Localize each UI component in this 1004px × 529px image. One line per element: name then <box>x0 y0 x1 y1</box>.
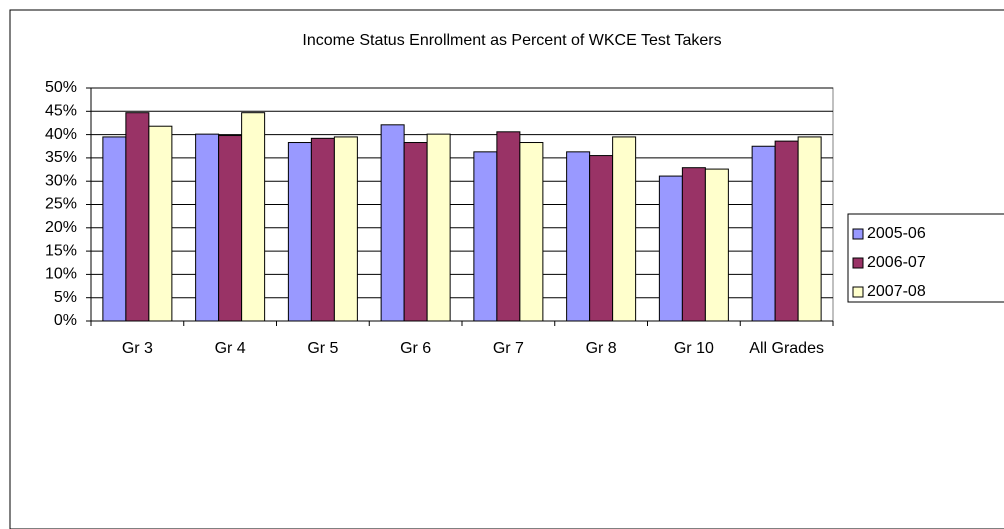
bar <box>241 112 266 322</box>
bar <box>218 135 243 322</box>
y-tick-label: 15% <box>45 242 77 259</box>
legend-label: 2006-07 <box>867 254 926 271</box>
bar <box>102 136 127 322</box>
bar <box>403 142 428 322</box>
bar <box>148 125 173 322</box>
y-tick-label: 50% <box>45 79 77 96</box>
bar <box>797 136 822 322</box>
y-tick-label: 10% <box>45 266 77 283</box>
bar <box>519 142 544 322</box>
legend-label: 2007-08 <box>867 283 926 300</box>
y-tick-label: 45% <box>45 103 77 120</box>
bar <box>751 145 776 322</box>
legend-box <box>847 213 1004 303</box>
bar <box>195 133 220 322</box>
legend-swatch <box>852 257 864 269</box>
legend-label: 2005-06 <box>867 225 926 242</box>
bar <box>496 131 521 322</box>
x-tick-label: Gr 10 <box>673 340 714 357</box>
legend-swatch <box>852 228 864 240</box>
x-tick-label: Gr 7 <box>492 340 524 357</box>
y-tick-label: 20% <box>45 219 77 236</box>
x-tick-label: Gr 5 <box>307 340 339 357</box>
bar <box>426 133 451 322</box>
x-tick-label: All Grades <box>749 340 824 357</box>
bar <box>380 124 405 322</box>
x-tick-label: Gr 3 <box>121 340 153 357</box>
x-tick-label: Gr 8 <box>585 340 617 357</box>
bar <box>473 151 498 322</box>
bar <box>612 136 637 322</box>
bar <box>566 151 591 322</box>
y-tick-label: 35% <box>45 149 77 166</box>
bar <box>658 175 683 322</box>
legend-swatch <box>852 286 864 298</box>
bar <box>125 112 150 322</box>
y-tick-label: 30% <box>45 172 77 189</box>
bar <box>704 168 729 322</box>
y-tick-label: 40% <box>45 126 77 143</box>
bar <box>333 136 358 322</box>
y-tick-label: 5% <box>54 289 77 306</box>
chart-title: Income Status Enrollment as Percent of W… <box>302 32 721 49</box>
bar <box>310 137 335 322</box>
bar <box>681 167 706 322</box>
bar <box>774 140 799 322</box>
x-tick-label: Gr 4 <box>214 340 246 357</box>
bar <box>287 142 312 322</box>
bar <box>589 155 614 322</box>
y-tick-label: 25% <box>45 196 77 213</box>
x-tick-label: Gr 6 <box>400 340 432 357</box>
y-tick-label: 0% <box>54 312 77 329</box>
